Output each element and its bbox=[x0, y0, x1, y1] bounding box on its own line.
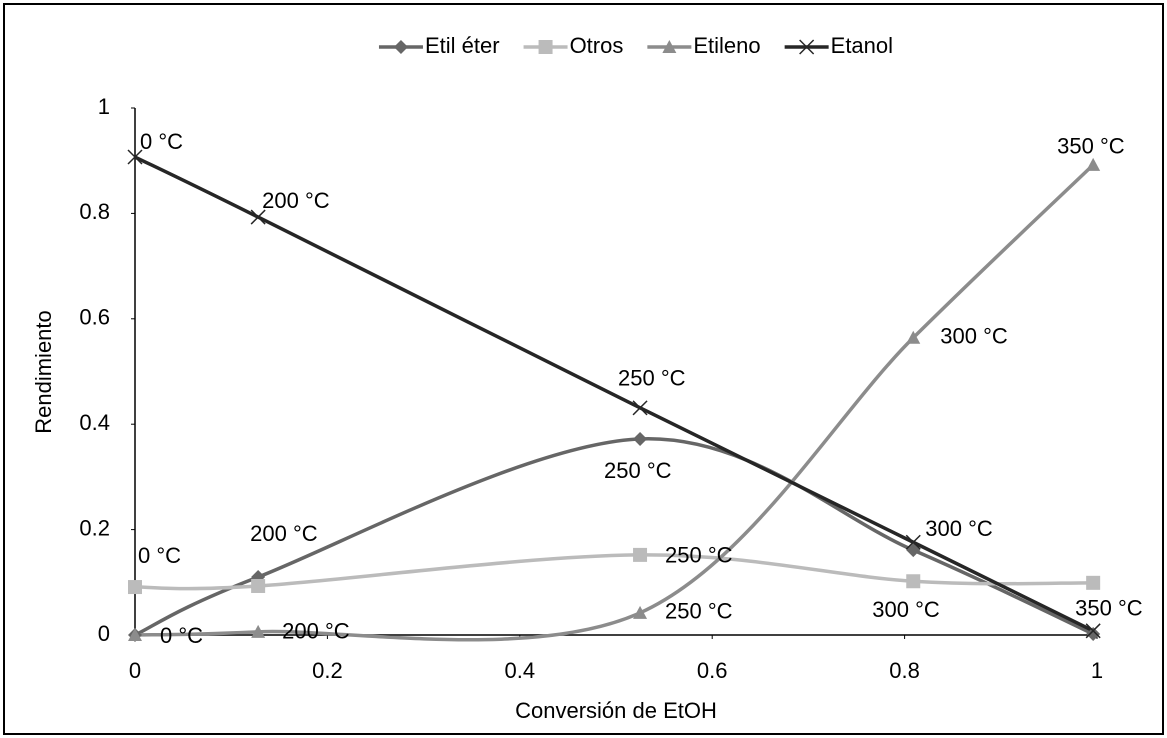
marker bbox=[251, 624, 266, 638]
legend-label: Etil éter bbox=[425, 33, 500, 58]
marker bbox=[250, 209, 266, 225]
y-tick-label: 0.4 bbox=[79, 410, 110, 435]
y-tick-label: 0.2 bbox=[79, 515, 110, 540]
x-tick-label: 0 bbox=[129, 658, 141, 683]
point-label: 0 °C bbox=[138, 543, 181, 568]
point-label: 300 °C bbox=[925, 516, 993, 541]
legend-marker bbox=[393, 40, 408, 54]
legend-marker bbox=[538, 40, 553, 54]
y-axis-title: Rendimiento bbox=[31, 310, 56, 434]
y-tick-label: 0.6 bbox=[79, 305, 110, 330]
y-tick-label: 0.8 bbox=[79, 199, 110, 224]
point-label: 250 °C bbox=[665, 599, 733, 624]
point-label: 250 °C bbox=[665, 543, 733, 568]
point-label: 250 °C bbox=[604, 458, 672, 483]
marker bbox=[1086, 626, 1101, 641]
point-label: 200 °C bbox=[250, 521, 318, 546]
point-label: 200 °C bbox=[262, 188, 330, 213]
marker bbox=[632, 400, 648, 416]
point-label: 250 °C bbox=[618, 366, 686, 391]
legend-label: Etileno bbox=[693, 33, 760, 58]
marker bbox=[633, 431, 648, 446]
point-label: 0 °C bbox=[160, 623, 203, 648]
x-tick-label: 1 bbox=[1091, 658, 1103, 683]
point-label: 0 °C bbox=[140, 129, 183, 154]
point-label: 350 °C bbox=[1075, 596, 1143, 621]
x-tick-label: 0.8 bbox=[889, 658, 920, 683]
point-label: 300 °C bbox=[940, 324, 1008, 349]
marker bbox=[633, 605, 648, 619]
x-tick-label: 0.2 bbox=[312, 658, 343, 683]
x-axis-title: Conversión de EtOH bbox=[515, 698, 717, 723]
marker bbox=[1085, 623, 1101, 639]
y-tick-label: 0 bbox=[98, 621, 110, 646]
marker bbox=[1086, 157, 1101, 171]
point-label: 300 °C bbox=[872, 597, 940, 622]
legend: Etil éter Otros Etileno Etanol bbox=[378, 33, 893, 58]
marker bbox=[906, 330, 921, 344]
marker bbox=[127, 149, 143, 165]
marker bbox=[128, 628, 142, 641]
point-label: 350 °C bbox=[1057, 134, 1125, 159]
marker bbox=[906, 574, 921, 589]
y-tick-label: 1 bbox=[98, 94, 110, 119]
x-tick-label: 0.6 bbox=[697, 658, 728, 683]
legend-label: Etanol bbox=[831, 33, 893, 58]
legend-marker bbox=[662, 40, 677, 53]
legend-marker bbox=[799, 39, 815, 55]
point-label: 200 °C bbox=[282, 619, 350, 644]
x-tick-label: 0.4 bbox=[505, 658, 536, 683]
legend-label: Otros bbox=[570, 33, 624, 58]
marker bbox=[633, 547, 648, 562]
marker bbox=[128, 580, 142, 595]
chart-frame bbox=[3, 3, 1164, 735]
marker bbox=[905, 534, 921, 550]
marker bbox=[251, 578, 266, 593]
marker bbox=[1086, 575, 1101, 590]
